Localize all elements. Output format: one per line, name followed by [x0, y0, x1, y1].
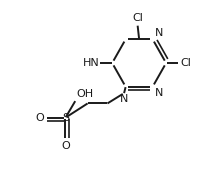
Text: N: N — [155, 88, 163, 98]
Text: Cl: Cl — [132, 13, 143, 23]
Text: HN: HN — [83, 58, 99, 68]
Text: S: S — [62, 113, 69, 123]
Text: O: O — [36, 113, 44, 123]
Text: OH: OH — [77, 89, 94, 99]
Text: N: N — [155, 29, 163, 38]
Text: Cl: Cl — [180, 58, 191, 68]
Text: O: O — [61, 141, 70, 151]
Text: N: N — [120, 94, 128, 104]
